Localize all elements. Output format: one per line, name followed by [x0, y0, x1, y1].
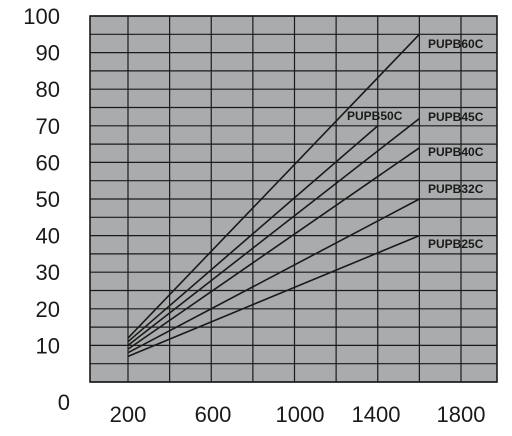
y-tick-label: 60 — [36, 150, 60, 175]
y-tick-label: 70 — [36, 114, 60, 139]
y-tick-label: 30 — [36, 260, 60, 285]
series-label-pupb60c: PUPB60C — [428, 37, 484, 51]
y-tick-label: 80 — [36, 77, 60, 102]
x-tick-label: 200 — [110, 402, 147, 427]
x-tick-label: 1000 — [276, 402, 325, 427]
y-tick-label: 40 — [36, 224, 60, 249]
series-lines — [127, 33, 420, 358]
series-label-pupb25c: PUPB25C — [428, 237, 484, 251]
series-label-pupb50c: PUPB50C — [347, 109, 403, 123]
y-tick-label: 90 — [36, 41, 60, 66]
series-label-pupb32c: PUPB32C — [428, 182, 484, 196]
series-line-pupb45c — [127, 117, 420, 347]
x-tick-label: 600 — [195, 402, 232, 427]
y-tick-label: 0 — [58, 390, 70, 415]
x-tick-label: 1400 — [352, 402, 401, 427]
series-line-pupb60c — [127, 33, 420, 339]
series-label-pupb40c: PUPB40C — [428, 145, 484, 159]
y-tick-label: 100 — [23, 4, 60, 29]
series-labels: PUPB60C PUPB50C PUPB45C PUPB40C PUPB32C PUPB2… — [347, 37, 484, 251]
x-tick-label: 1800 — [437, 402, 486, 427]
series-label-pupb45c: PUPB45C — [428, 110, 484, 124]
series-line-pupb32c — [127, 198, 420, 354]
series-line-pupb40c — [127, 147, 420, 350]
x-axis-ticks: 200 600 1000 1400 1800 — [110, 402, 486, 427]
y-axis-ticks: 0 10 20 30 40 50 60 70 80 90 100 — [23, 4, 70, 415]
y-tick-label: 50 — [36, 187, 60, 212]
series-line-pupb25c — [127, 234, 420, 358]
y-tick-label: 10 — [36, 333, 60, 358]
series-line-pupb50c — [127, 125, 379, 343]
y-tick-label: 20 — [36, 297, 60, 322]
